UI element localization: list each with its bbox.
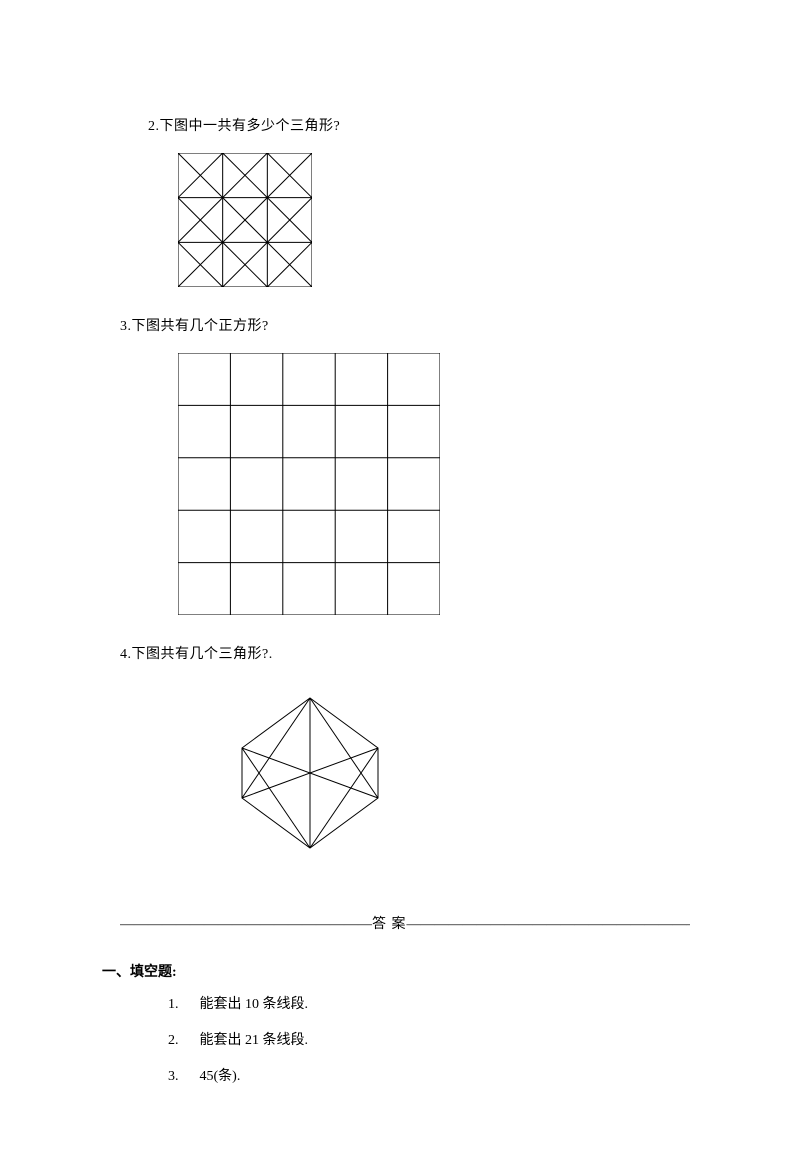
question-3-text: 3.下图共有几个正方形? — [120, 315, 690, 335]
grid-diagonals-svg — [178, 153, 312, 287]
answer-num: 3. — [168, 1069, 196, 1085]
answer-item-1: 1. 能套出 10 条线段. — [168, 993, 690, 1013]
document-page: 2.下图中一共有多少个三角形? — [0, 0, 800, 1161]
answer-text: 能套出 10 条线段. — [200, 997, 309, 1012]
answer-item-3: 3. 45(条). — [168, 1065, 690, 1085]
answer-num: 1. — [168, 997, 196, 1013]
answer-num: 2. — [168, 1033, 196, 1049]
figure-q3 — [178, 353, 690, 615]
answer-item-2: 2. 能套出 21 条线段. — [168, 1029, 690, 1049]
hex-star-svg — [220, 693, 400, 853]
answer-section-title: 一、填空题: — [102, 961, 690, 981]
dash-left: —————————————————— — [120, 917, 372, 932]
question-4-text: 4.下图共有几个三角形?. — [120, 643, 690, 663]
answer-text: 能套出 21 条线段. — [200, 1033, 309, 1048]
answer-label: 答 案 — [372, 917, 407, 932]
dash-right: —————————————————————————— — [407, 917, 691, 932]
figure-q4 — [220, 693, 690, 853]
grid-5x5-svg — [178, 353, 440, 615]
answer-text: 45(条). — [200, 1069, 241, 1084]
answer-separator: ——————————————————答 案———————————————————… — [120, 913, 690, 933]
question-2-text: 2.下图中一共有多少个三角形? — [148, 115, 690, 135]
figure-q2 — [178, 153, 690, 287]
